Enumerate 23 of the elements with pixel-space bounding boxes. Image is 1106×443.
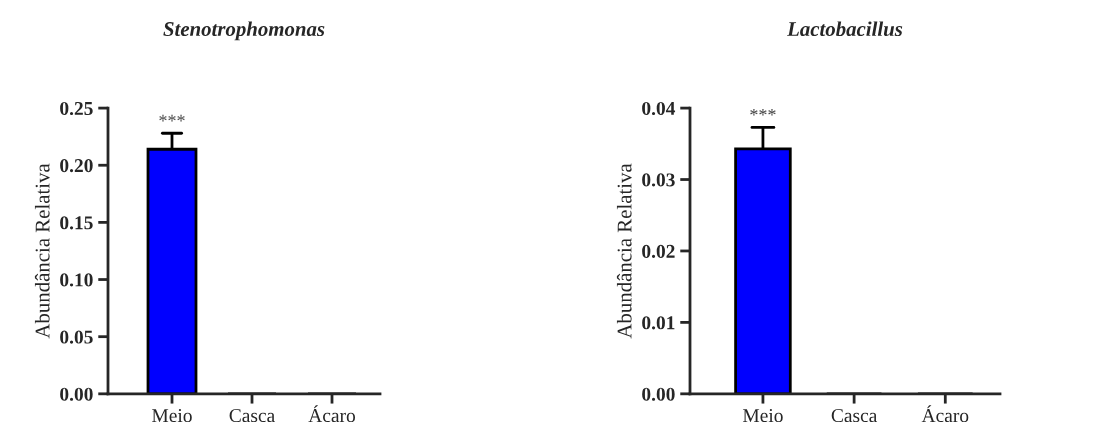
x-tick-label: Ácaro <box>921 405 969 423</box>
y-tick-label: 0.03 <box>642 173 675 187</box>
y-tick-label: 0.25 <box>60 101 93 116</box>
y-tick-label: 0.04 <box>642 101 676 116</box>
annotation: *** <box>750 108 776 116</box>
y-axis-title: Abundância Relativa <box>616 163 632 339</box>
chart-title: Stenotrophomonas <box>163 21 325 41</box>
y-tick-label: 0.00 <box>60 387 93 401</box>
chart-title: Lactobacillus <box>786 21 903 37</box>
x-tick-label: Casca <box>229 409 275 423</box>
x-tick-label: Meio <box>742 409 783 423</box>
x-tick-label: Ácaro <box>308 405 356 423</box>
annotation: *** <box>159 114 185 122</box>
y-tick-label: 0.02 <box>642 244 675 258</box>
y-tick-label: 0.20 <box>60 159 93 173</box>
y-tick-label: 0.01 <box>642 316 675 330</box>
y-axis-title: Abundância Relativa <box>34 163 50 339</box>
y-tick-label: 0.00 <box>642 387 675 401</box>
x-tick-label: Casca <box>831 409 878 423</box>
y-tick-label: 0.15 <box>60 216 93 230</box>
y-tick-label: 0.05 <box>60 330 93 344</box>
y-tick-label: 0.10 <box>60 273 93 287</box>
x-tick-label: Meio <box>152 409 192 423</box>
